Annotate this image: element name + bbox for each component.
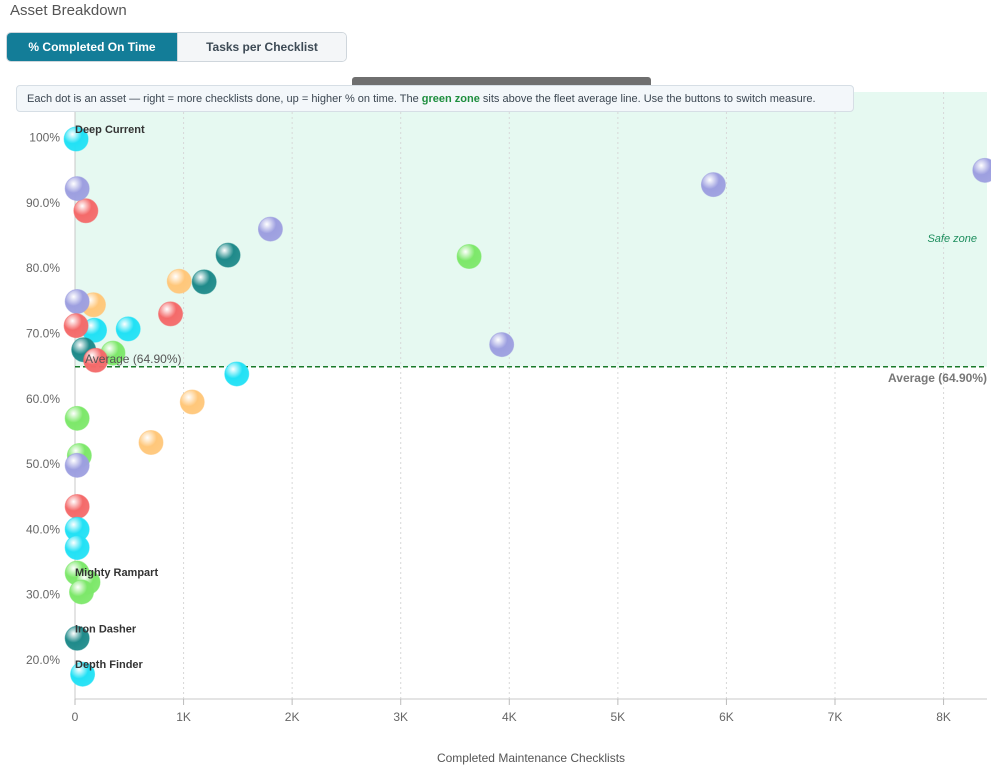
point-label: Mighty Rampart	[75, 567, 158, 579]
data-points	[63, 126, 991, 687]
x-tick-label: 0	[72, 710, 79, 724]
asset-point[interactable]	[70, 661, 96, 687]
y-tick-label: 70.0%	[26, 326, 60, 340]
asset-point[interactable]	[166, 268, 192, 294]
x-tick-label: 2K	[285, 710, 300, 724]
y-tick-label: 80.0%	[26, 261, 60, 275]
asset-point[interactable]	[489, 332, 515, 358]
asset-point[interactable]	[700, 172, 726, 198]
percent-on-time-button[interactable]: % Completed On Time	[7, 33, 177, 61]
asset-point[interactable]	[83, 347, 109, 373]
banner-text-after: sits above the fleet average line. Use t…	[479, 93, 816, 105]
asset-point[interactable]	[64, 405, 90, 431]
y-tick-label: 50.0%	[26, 457, 60, 471]
asset-point[interactable]	[224, 361, 250, 387]
asset-point[interactable]	[179, 389, 205, 415]
info-banner: Each dot is an asset — right = more chec…	[16, 85, 854, 112]
x-axis-ticks: 0 1K 2K 3K 4K 5K 6K 7K 8K	[72, 699, 951, 724]
average-inner-label: Average (64.90%)	[85, 352, 182, 366]
asset-point[interactable]	[63, 313, 89, 339]
point-label: Iron Dasher	[75, 623, 137, 635]
point-label: Depth Finder	[75, 659, 144, 671]
point-label: Deep Current	[75, 124, 145, 136]
asset-point[interactable]	[972, 157, 991, 183]
x-tick-label: 4K	[502, 710, 517, 724]
x-tick-label: 7K	[828, 710, 843, 724]
x-axis-title: Completed Maintenance Checklists	[437, 751, 625, 765]
asset-point[interactable]	[191, 269, 217, 295]
asset-point[interactable]	[456, 243, 482, 269]
x-tick-label: 5K	[611, 710, 626, 724]
asset-point[interactable]	[73, 198, 99, 224]
asset-point[interactable]	[64, 625, 90, 651]
y-tick-label: 20.0%	[26, 653, 60, 667]
asset-point[interactable]	[64, 289, 90, 315]
x-tick-label: 8K	[936, 710, 951, 724]
x-tick-label: 1K	[176, 710, 191, 724]
average-label: Average (64.90%)	[888, 371, 987, 385]
x-tick-label: 3K	[393, 710, 408, 724]
asset-point[interactable]	[138, 429, 164, 455]
y-tick-label: 100%	[29, 131, 60, 145]
page-title: Asset Breakdown	[10, 2, 127, 19]
asset-point[interactable]	[64, 176, 90, 202]
banner-text-before: Each dot is an asset — right = more chec…	[27, 93, 422, 105]
point-labels: Deep Current Mighty Rampart Iron Dasher Dep…	[75, 124, 158, 671]
grid-lines	[183, 92, 945, 699]
asset-point[interactable]	[69, 579, 95, 605]
asset-point[interactable]	[64, 493, 90, 519]
asset-point[interactable]	[257, 216, 283, 242]
tasks-per-checklist-button[interactable]: Tasks per Checklist	[177, 33, 346, 61]
safe-zone-area	[75, 92, 987, 367]
y-tick-label: 40.0%	[26, 522, 60, 536]
asset-point[interactable]	[63, 126, 89, 152]
y-tick-label: 30.0%	[26, 588, 60, 602]
x-tick-label: 6K	[719, 710, 734, 724]
measure-toggle: % Completed On Time Tasks per Checklist	[6, 32, 347, 62]
y-tick-label: 60.0%	[26, 392, 60, 406]
asset-point[interactable]	[215, 242, 241, 268]
safe-zone-label: Safe zone	[927, 233, 977, 245]
asset-point[interactable]	[64, 452, 90, 478]
asset-point[interactable]	[115, 316, 141, 342]
banner-highlight: green zone	[421, 93, 480, 105]
y-axis-ticks: 20.0% 30.0% 40.0% 50.0% 60.0% 70.0% 80.0% 90.0%…	[26, 131, 60, 667]
asset-point[interactable]	[158, 301, 184, 327]
asset-point[interactable]	[64, 535, 90, 561]
y-tick-label: 90.0%	[26, 196, 60, 210]
